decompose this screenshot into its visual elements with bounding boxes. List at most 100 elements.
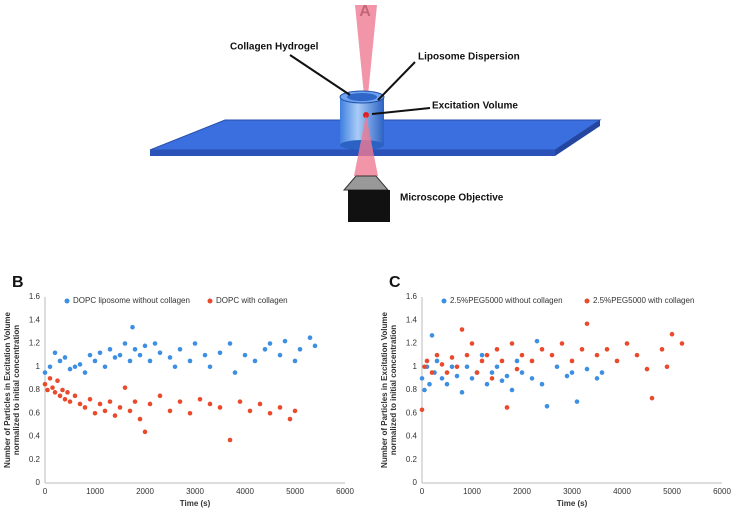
y-tick-label: 1.6	[29, 292, 41, 301]
legend-label: DOPC with collagen	[216, 296, 288, 305]
diagram-label: Excitation Volume	[432, 101, 518, 112]
point	[292, 358, 298, 364]
point	[544, 403, 550, 409]
legend-marker	[207, 298, 213, 304]
point	[514, 358, 520, 364]
point	[142, 343, 148, 349]
arrow	[371, 107, 431, 115]
point	[604, 347, 610, 352]
point	[539, 381, 545, 387]
legend-label: 2.5%PEG5000 without collagen	[450, 296, 563, 305]
point	[77, 362, 83, 367]
point	[594, 352, 600, 358]
point	[509, 387, 515, 393]
point	[177, 399, 183, 404]
point	[192, 341, 198, 346]
x-tick-label: 5000	[663, 487, 681, 496]
point	[237, 399, 243, 404]
point	[82, 370, 88, 375]
y-tick-label: 0.6	[29, 408, 41, 417]
point	[659, 347, 665, 352]
x-tick-label: 5000	[286, 487, 304, 496]
x-tick-label: 1000	[86, 487, 104, 496]
point	[97, 350, 103, 356]
point	[107, 399, 113, 404]
point	[227, 437, 233, 443]
point	[67, 399, 73, 404]
point	[60, 387, 65, 393]
point	[207, 364, 213, 370]
point	[479, 352, 485, 358]
point	[52, 390, 58, 395]
point	[559, 341, 565, 346]
point	[634, 352, 640, 358]
point	[122, 341, 128, 346]
x-tick-label: 0	[420, 487, 425, 496]
point	[50, 385, 55, 390]
point	[132, 347, 138, 352]
point	[267, 341, 273, 346]
beam	[354, 115, 378, 176]
point	[424, 358, 430, 364]
x-tick-label: 2000	[136, 487, 154, 496]
arrow	[377, 61, 416, 101]
point	[52, 350, 58, 356]
point	[267, 410, 273, 416]
legend-label: DOPC liposome without collagen	[73, 296, 190, 305]
point	[147, 358, 153, 364]
point	[529, 376, 535, 381]
point	[474, 370, 480, 375]
point	[599, 370, 605, 375]
point	[217, 350, 223, 356]
point	[434, 358, 440, 364]
point	[202, 352, 208, 358]
point	[187, 410, 193, 416]
point	[67, 366, 73, 372]
point	[459, 327, 465, 332]
point	[197, 397, 203, 402]
point	[649, 395, 655, 401]
objective	[348, 190, 390, 222]
point	[130, 324, 135, 330]
y-axis-label: Number of Particles in Excitation Volume	[3, 312, 12, 468]
point	[584, 321, 590, 327]
panel-label: C	[389, 274, 401, 291]
point	[157, 350, 163, 356]
point	[504, 405, 510, 410]
point	[102, 364, 108, 370]
point	[137, 352, 143, 358]
point	[594, 376, 600, 381]
y-tick-label: 1	[413, 362, 418, 371]
y-axis-label: Number of Particles in Excitation Volume	[380, 312, 389, 468]
point	[584, 366, 590, 372]
point	[142, 429, 148, 435]
point	[77, 401, 83, 407]
point	[429, 333, 435, 338]
point	[534, 338, 540, 344]
point	[669, 331, 675, 337]
x-axis-label: Time (s)	[180, 499, 211, 508]
y-tick-label: 0.8	[406, 385, 418, 394]
point	[72, 364, 78, 370]
point	[127, 408, 133, 414]
x-tick-label: 3000	[563, 487, 581, 496]
point	[529, 358, 535, 364]
y-tick-label: 0.4	[29, 432, 41, 441]
point	[444, 370, 450, 375]
point	[167, 355, 173, 360]
point	[564, 373, 570, 379]
point	[504, 373, 510, 379]
y-tick-label: 0.6	[406, 408, 418, 417]
x-tick-label: 1000	[463, 487, 481, 496]
point	[97, 401, 103, 407]
point	[569, 358, 575, 364]
point	[227, 341, 233, 346]
point	[307, 335, 313, 340]
x-tick-label: 4000	[613, 487, 631, 496]
point	[65, 390, 70, 395]
point	[494, 347, 500, 352]
point	[57, 358, 63, 364]
diagram-label: Microscope Objective	[400, 193, 504, 204]
y-tick-label: 1.2	[406, 339, 418, 348]
arrow	[289, 54, 351, 96]
